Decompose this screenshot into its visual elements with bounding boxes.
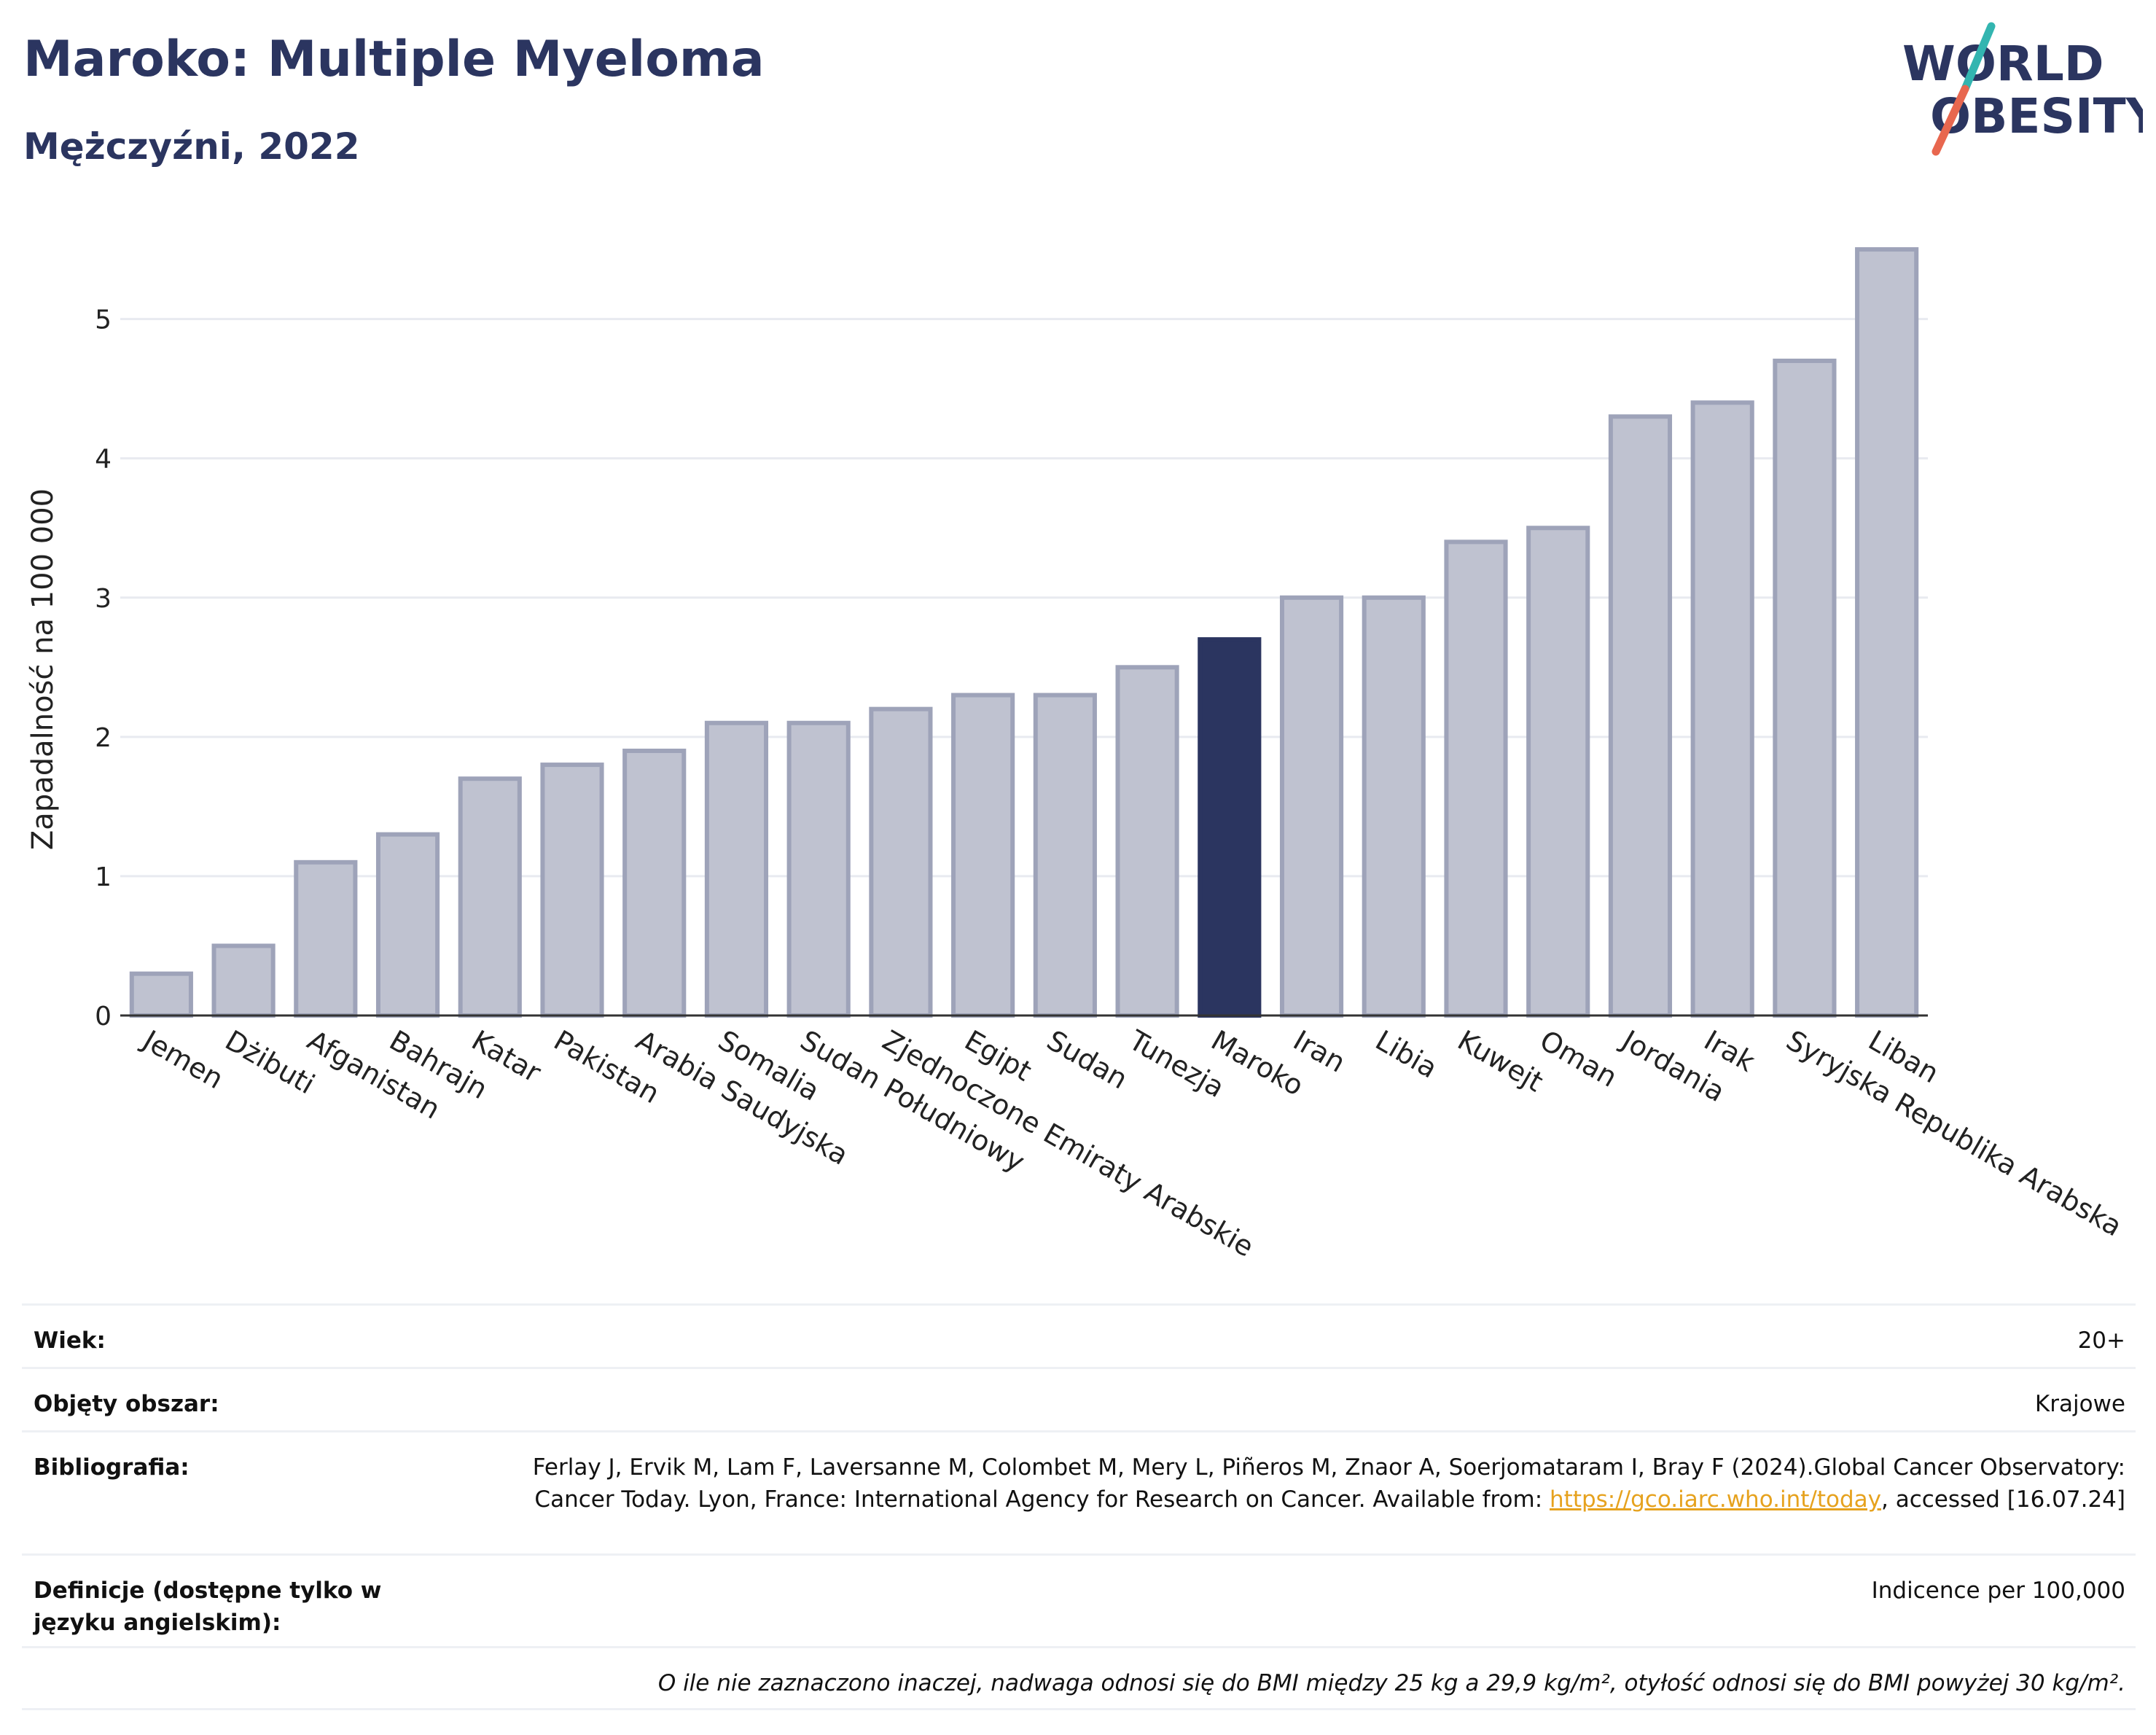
svg-text:WORLD: WORLD — [1902, 36, 2104, 92]
bar-tunezja — [1115, 665, 1179, 1018]
bar-syryjska-republika-arabska — [1773, 358, 1837, 1018]
page-subtitle: Mężczyźni, 2022 — [23, 125, 360, 168]
bar-bahrajn — [375, 832, 440, 1018]
info-row-note: O ile nie zaznaczono inaczej, nadwaga od… — [22, 1646, 2136, 1710]
x-tick-label: Tunezja — [1123, 1024, 1230, 1104]
bar-irak — [1690, 400, 1754, 1018]
page-title: Maroko: Multiple Myeloma — [23, 31, 765, 88]
bibliography-link[interactable]: https://gco.iarc.who.int/today — [1550, 1486, 1881, 1513]
info-value: 20+ — [2077, 1327, 2125, 1354]
info-key: Wiek: — [34, 1327, 106, 1354]
world-obesity-logo: WORLD OBESITY — [1902, 22, 2143, 156]
info-table: Wiek: 20+ Objęty obszar: Krajowe Bibliog… — [22, 1303, 2136, 1710]
bar-jordania — [1608, 414, 1673, 1018]
bar-jemen — [129, 971, 193, 1018]
bar-libia — [1362, 595, 1426, 1018]
logo-slash-top — [1961, 22, 1996, 93]
y-tick-label: 0 — [95, 1002, 112, 1032]
bar-chart: 0 1 2 3 4 5 Zapadalność na 100 000 JemenDżibut… — [26, 247, 2128, 1263]
info-value: Ferlay J, Ervik M, Lam F, Laversanne M, … — [532, 1454, 2125, 1513]
bmi-note: O ile nie zaznaczono inaczej, nadwaga od… — [657, 1670, 2125, 1696]
y-tick-label: 1 — [95, 862, 112, 892]
x-tick-label: Syryjska Republika Arabska — [1781, 1024, 2127, 1243]
bar-iran — [1279, 595, 1344, 1018]
info-key: Objęty obszar: — [34, 1391, 219, 1417]
x-tick-label: Oman — [1534, 1024, 1622, 1093]
y-tick-label: 5 — [95, 305, 112, 335]
axes: 0 1 2 3 4 5 Zapadalność na 100 000 — [26, 305, 1928, 1032]
bar-somalia — [704, 720, 769, 1018]
bar-katar — [458, 776, 522, 1018]
bar-sudan — [1033, 693, 1097, 1018]
info-row-definitions: Definicje (dostępne tylko w języku angie… — [22, 1553, 2136, 1646]
bar-maroko — [1198, 637, 1262, 1018]
x-tick-label: Libia — [1370, 1024, 1443, 1085]
bar-kuwejt — [1444, 539, 1508, 1018]
info-value: Indicence per 100,000 — [1871, 1578, 2125, 1604]
bar-egipt — [951, 693, 1015, 1018]
bar-liban — [1855, 247, 1919, 1018]
info-row-bibliography: Bibliografia: Ferlay J, Ervik M, Lam F, … — [22, 1430, 2136, 1553]
info-row-area: Objęty obszar: Krajowe — [22, 1367, 2136, 1430]
info-key: Definicje (dostępne tylko w języku angie… — [34, 1578, 382, 1636]
bar-arabia-saudyjska — [622, 748, 687, 1018]
y-tick-label: 2 — [95, 723, 112, 753]
info-value: Krajowe — [2034, 1391, 2125, 1417]
y-axis-label: Zapadalność na 100 000 — [26, 488, 60, 850]
logo-slash-bottom — [1932, 85, 1969, 156]
x-tick-label: Dżibuti — [220, 1024, 321, 1101]
bar-zjednoczone-emiraty-arabskie — [869, 706, 933, 1018]
y-tick-label: 3 — [95, 584, 112, 614]
x-tick-label: Kuwejt — [1453, 1024, 1549, 1099]
x-tick-label: Jemen — [136, 1024, 229, 1096]
x-tick-label: Sudan — [1042, 1024, 1133, 1096]
bar-sudan-południowy — [786, 720, 851, 1018]
bar-afganistan — [294, 859, 358, 1018]
bar-dżibuti — [211, 943, 276, 1018]
bar-oman — [1526, 526, 1590, 1018]
bars — [129, 247, 1919, 1018]
bar-pakistan — [540, 763, 604, 1018]
info-row-age: Wiek: 20+ — [22, 1303, 2136, 1367]
y-tick-label: 4 — [95, 445, 112, 475]
info-key: Bibliografia: — [34, 1454, 190, 1481]
